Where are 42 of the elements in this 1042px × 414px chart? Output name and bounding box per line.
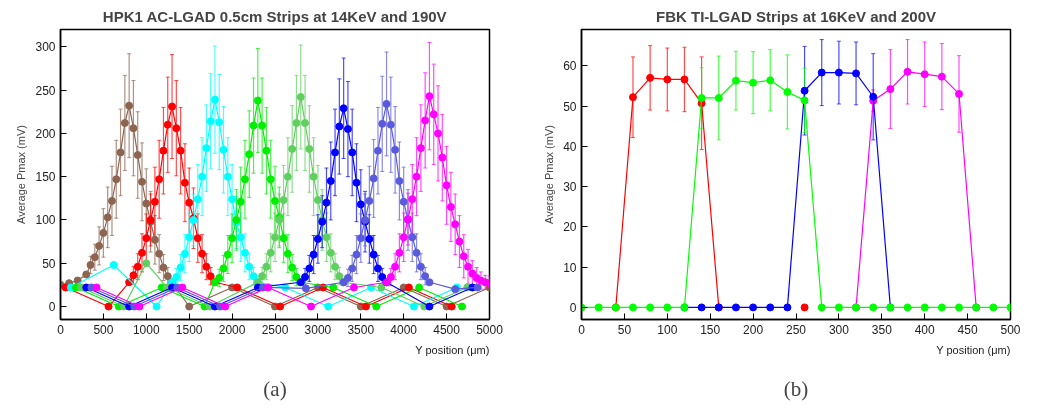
y-tick-label: 150 [35,170,56,185]
x-tick-label: 1000 [132,322,160,337]
x-tick-label: 50 [617,322,632,337]
x-tick-label: 3500 [347,322,375,337]
x-tick-label: 350 [871,322,893,337]
text: (b) [783,376,809,401]
chart-title: HPK1 AC-LGAD 0.5cm Strips at 14KeV and 190V [102,7,447,25]
x-tick-label: 400 [914,322,936,337]
y-tick-label: 250 [35,83,56,98]
y-tick-label: 0 [569,300,577,315]
x-tick-label: 1500 [175,322,203,337]
y-axis-title: Average Pmax (mV) [543,125,556,224]
x-tick-label: 200 [743,322,764,337]
y-tick-label: 60 [563,59,577,74]
x-tick-label: 5000 [476,322,504,337]
x-tick-label: 500 [1000,322,1021,337]
x-tick-label: 450 [957,322,978,337]
x-axis-title: Y position (μm) [415,343,490,356]
x-tick-label: 100 [657,322,678,337]
x-tick-label: 2000 [218,322,246,337]
y-tick-label: 300 [35,40,56,55]
y-tick-label: 40 [563,139,577,154]
y-tick-label: 200 [35,126,56,141]
x-tick-label: 300 [828,322,850,337]
text: (a) [263,376,287,401]
y-tick-label: 50 [42,256,56,271]
y-tick-label: 10 [563,260,577,275]
x-tick-label: 150 [700,322,721,337]
y-tick-label: 20 [563,220,577,235]
y-tick-label: 100 [35,213,56,228]
y-axis-title: Average Pmax (mV) [15,125,28,224]
y-tick-label: 50 [563,99,577,114]
x-tick-label: 2500 [261,322,289,337]
chart-title: FBK TI-LGAD Strips at 16KeV and 200V [655,7,937,25]
y-tick-label: 30 [563,180,577,195]
x-tick-label: 500 [93,322,114,337]
x-axis-title: Y position (μm) [936,343,1011,356]
x-tick-label: 4000 [390,322,418,337]
y-tick-label: 0 [48,300,56,315]
x-tick-label: 250 [785,322,807,337]
x-tick-label: 3000 [304,322,332,337]
x-tick-label: 4500 [433,322,461,337]
